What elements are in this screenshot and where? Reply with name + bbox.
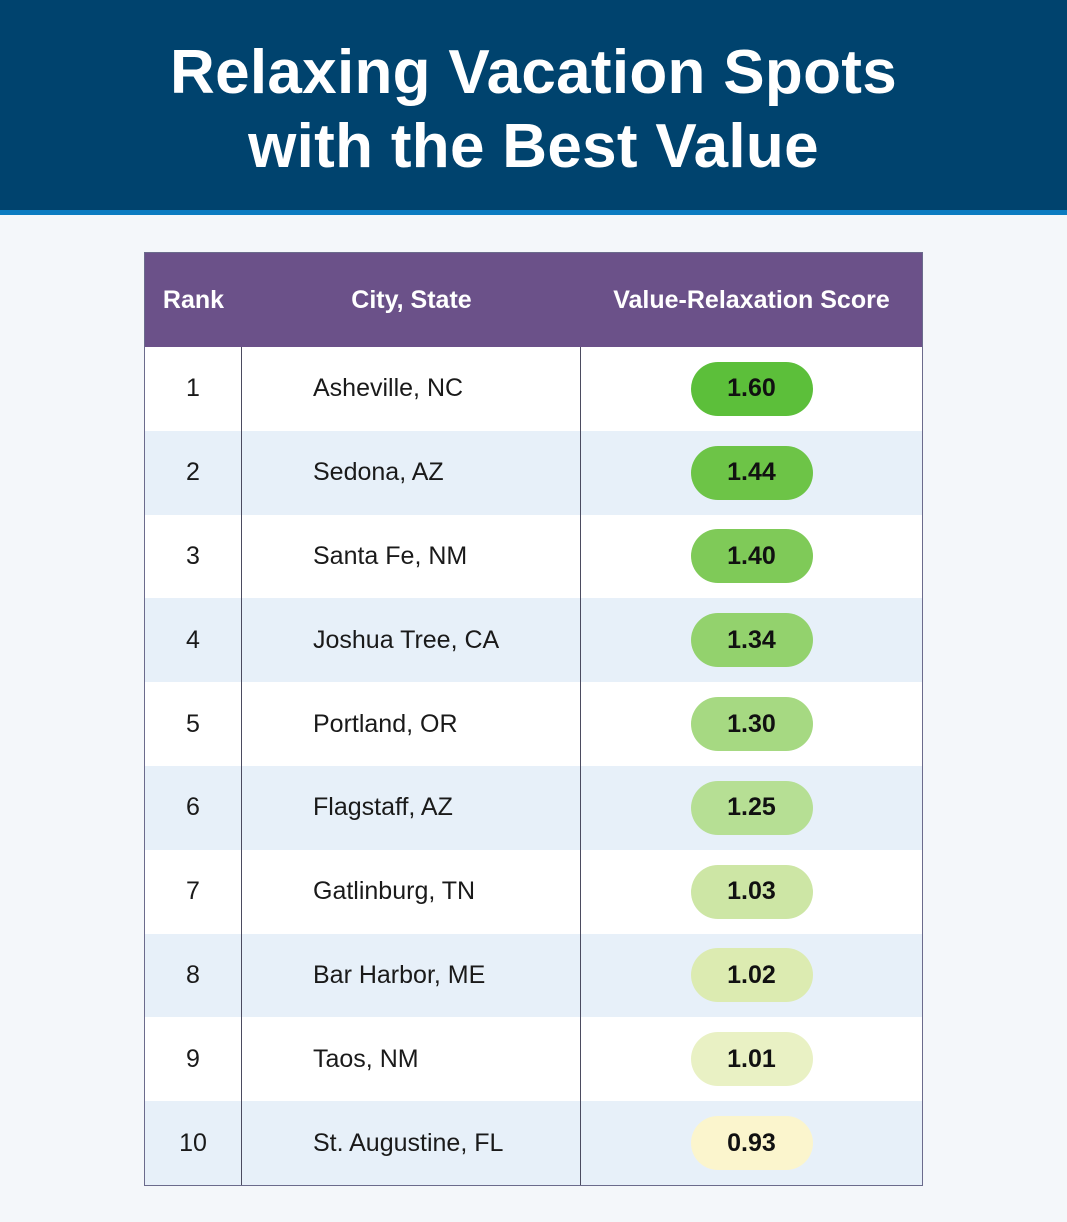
- city-cell: Flagstaff, AZ: [242, 765, 581, 850]
- city-cell: Joshua Tree, CA: [242, 598, 581, 683]
- rank-cell: 5: [145, 682, 242, 766]
- table-row: 4 Joshua Tree, CA 1.34: [145, 598, 922, 683]
- rank-cell: 1: [145, 347, 242, 431]
- city-cell: Gatlinburg, TN: [242, 849, 581, 934]
- header-rank: Rank: [162, 285, 225, 314]
- score-cell: 1.40: [581, 515, 922, 599]
- city-cell: Santa Fe, NM: [242, 514, 581, 599]
- table-row: 8 Bar Harbor, ME 1.02: [145, 933, 922, 1018]
- table-row: 7 Gatlinburg, TN 1.03: [145, 849, 922, 934]
- score-badge: 1.01: [690, 1032, 813, 1087]
- city-cell: Bar Harbor, ME: [242, 933, 581, 1018]
- table-body: 1 Asheville, NC 1.60 2 Sedona, AZ 1.44 3 Santa …: [145, 347, 922, 1185]
- score-badge: 0.93: [690, 1116, 813, 1171]
- score-cell: 1.01: [581, 1017, 922, 1101]
- score-badge: 1.60: [690, 361, 813, 416]
- ranking-table: Rank City, State Value-Relaxation Score …: [144, 252, 923, 1186]
- city-cell: Portland, OR: [242, 682, 581, 766]
- score-cell: 1.25: [581, 766, 922, 850]
- score-badge: 1.02: [690, 948, 813, 1003]
- score-badge: 1.34: [690, 613, 813, 668]
- score-badge: 1.44: [690, 445, 813, 500]
- table-row: 10 St. Augustine, FL 0.93: [145, 1101, 922, 1185]
- table-row: 2 Sedona, AZ 1.44: [145, 430, 922, 515]
- rank-cell: 7: [145, 849, 242, 934]
- table-row: 3 Santa Fe, NM 1.40: [145, 514, 922, 599]
- title-line-1: Relaxing Vacation Spots: [170, 38, 897, 107]
- title-banner: Relaxing Vacation Spots with the Best Va…: [0, 0, 1067, 215]
- city-cell: Sedona, AZ: [242, 430, 581, 515]
- score-badge: 1.40: [690, 529, 813, 584]
- table-row: 6 Flagstaff, AZ 1.25: [145, 765, 922, 850]
- score-cell: 1.34: [581, 598, 922, 682]
- title-line-2: with the Best Value: [248, 112, 819, 181]
- rank-cell: 2: [145, 430, 242, 515]
- rank-cell: 8: [145, 933, 242, 1018]
- score-cell: 1.30: [581, 682, 922, 766]
- score-cell: 0.93: [581, 1101, 922, 1185]
- city-cell: Taos, NM: [242, 1017, 581, 1102]
- score-cell: 1.03: [581, 850, 922, 934]
- rank-cell: 10: [145, 1101, 242, 1185]
- table-row: 1 Asheville, NC 1.60: [145, 347, 922, 431]
- rank-cell: 9: [145, 1017, 242, 1102]
- score-cell: 1.60: [581, 347, 922, 431]
- table-header: Rank City, State Value-Relaxation Score: [145, 253, 922, 347]
- score-badge: 1.03: [690, 864, 813, 919]
- rank-cell: 6: [145, 765, 242, 850]
- rank-cell: 4: [145, 598, 242, 683]
- rank-cell: 3: [145, 514, 242, 599]
- header-city-state: City, State: [351, 285, 472, 314]
- score-cell: 1.02: [581, 934, 922, 1018]
- score-cell: 1.44: [581, 431, 922, 515]
- city-cell: St. Augustine, FL: [242, 1101, 581, 1185]
- city-cell: Asheville, NC: [242, 347, 581, 431]
- score-badge: 1.25: [690, 780, 813, 835]
- score-badge: 1.30: [690, 697, 813, 752]
- page-title: Relaxing Vacation Spots with the Best Va…: [0, 36, 1067, 184]
- header-score: Value-Relaxation Score: [613, 285, 890, 314]
- table-row: 9 Taos, NM 1.01: [145, 1017, 922, 1102]
- table-row: 5 Portland, OR 1.30: [145, 682, 922, 766]
